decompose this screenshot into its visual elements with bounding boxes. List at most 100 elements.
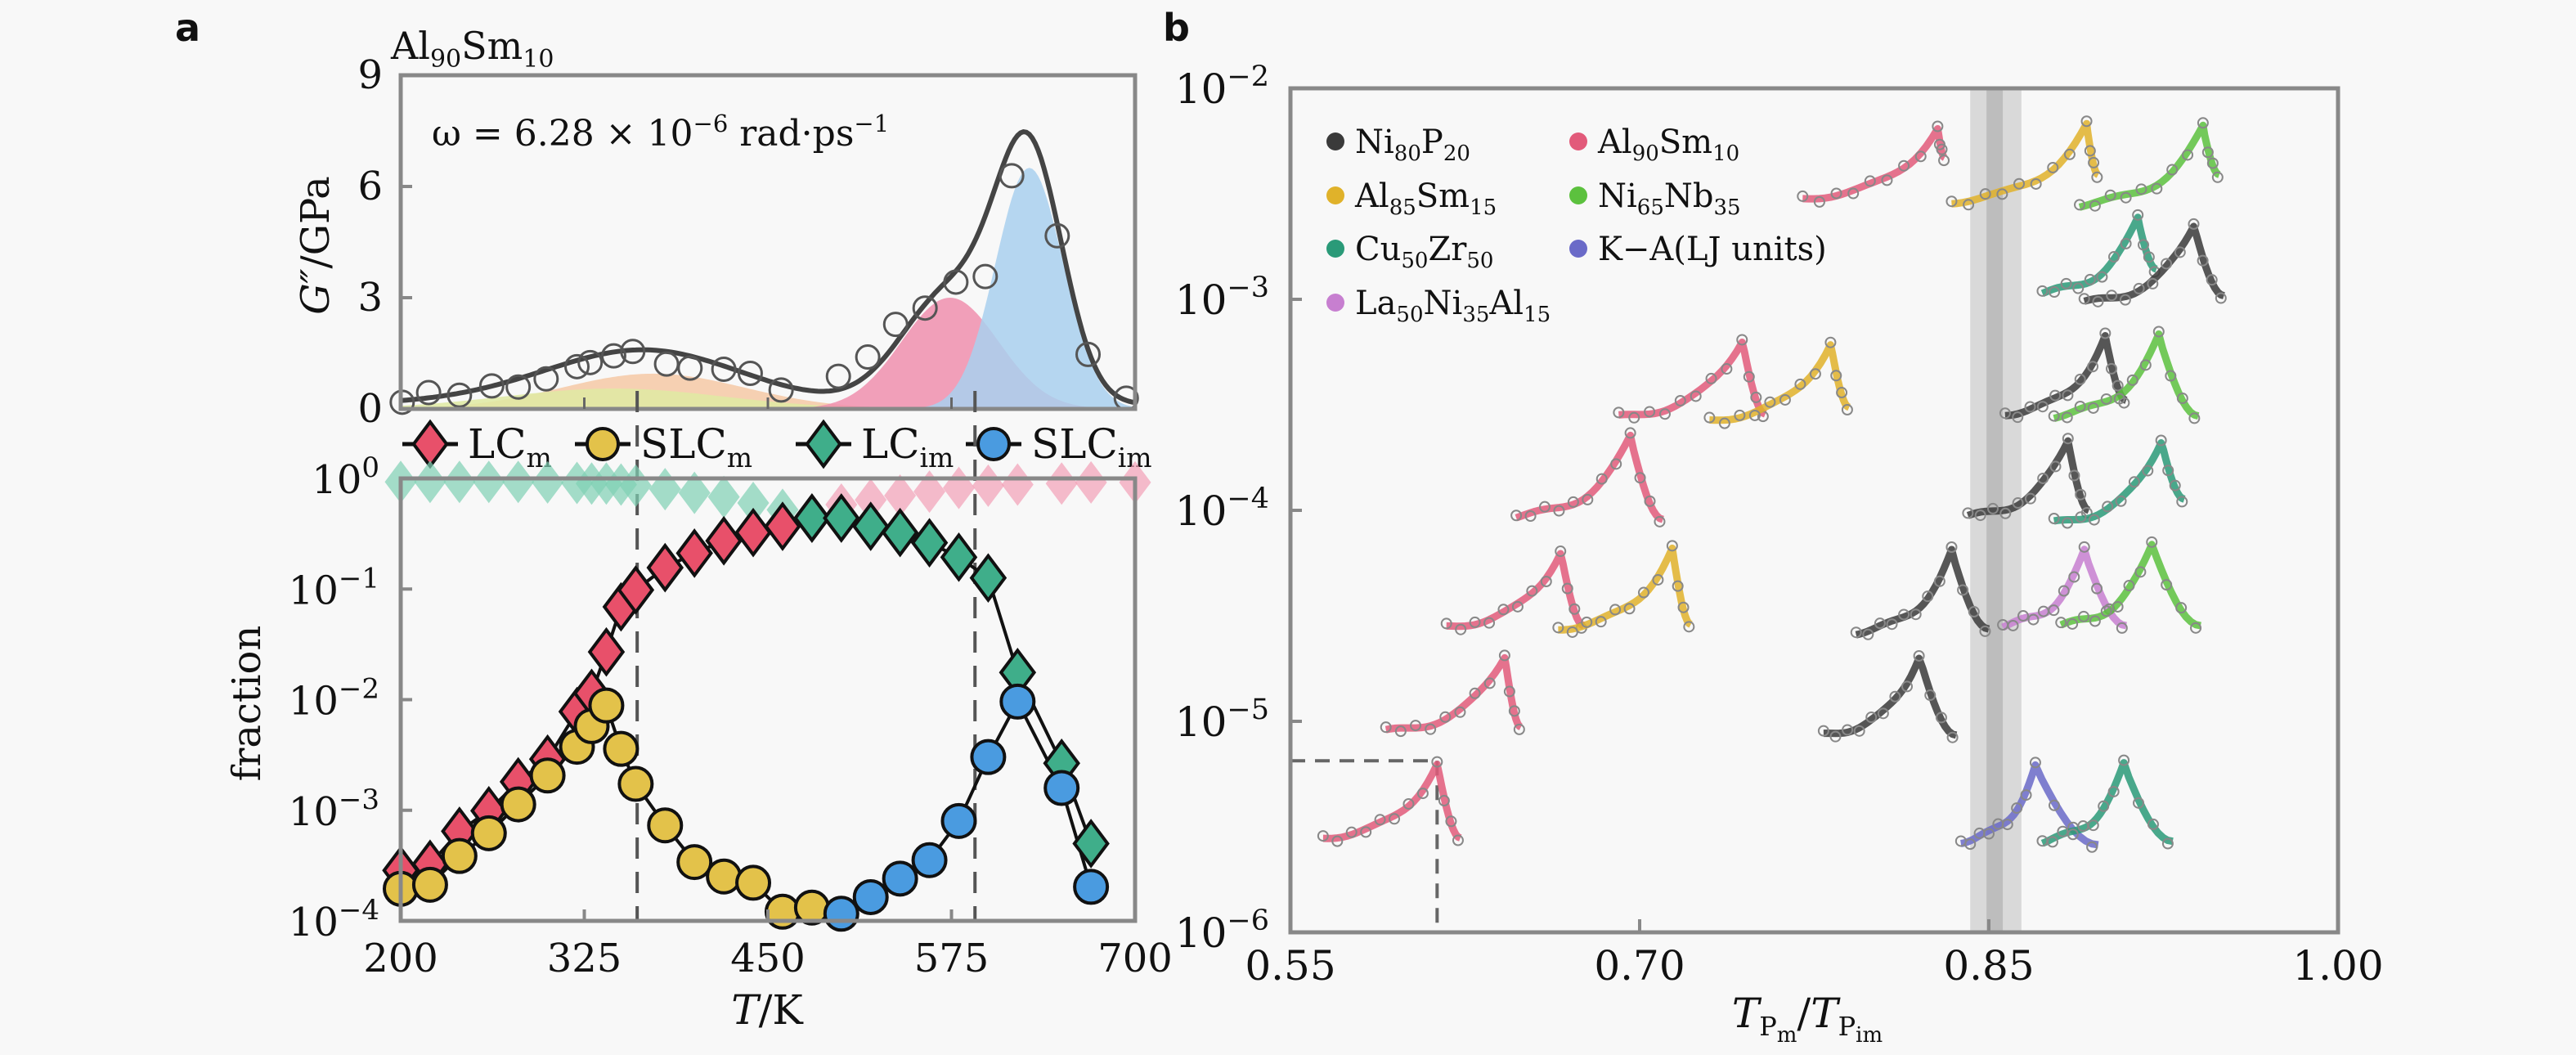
data-point — [2120, 191, 2132, 204]
data-point — [2139, 359, 2152, 371]
data-point — [2049, 389, 2062, 402]
data-point — [577, 349, 604, 375]
data-point — [1705, 372, 1717, 384]
data-point — [2078, 293, 2090, 305]
data-point — [2106, 362, 2118, 375]
data-point — [2012, 411, 2024, 424]
x-tick-label: 0.70 — [1594, 942, 1685, 990]
data-point — [1483, 677, 1496, 689]
data-point — [1877, 707, 1889, 720]
data-point — [1508, 705, 1520, 717]
circle-marker — [470, 815, 507, 851]
data-point — [1830, 370, 1842, 382]
data-point — [1469, 687, 1481, 699]
diamond-marker — [851, 501, 890, 551]
data-point — [2061, 411, 2073, 424]
y-tick-label: 10−5 — [1175, 694, 1269, 746]
data-point — [2074, 373, 2086, 385]
data-point — [1841, 403, 1853, 415]
data-point — [2078, 610, 2090, 622]
data-point — [2084, 273, 2096, 285]
y-tick-label: 10−4 — [289, 894, 379, 945]
data-point — [1410, 720, 1422, 732]
circle-marker — [999, 683, 1036, 720]
diamond-marker — [910, 518, 949, 568]
data-point — [1914, 150, 1927, 163]
data-point — [2055, 617, 2067, 629]
data-point — [2036, 401, 2049, 413]
fit-line — [1558, 544, 1693, 634]
legend-label: K−A(LJ units) — [1598, 231, 1827, 268]
data-point — [677, 355, 703, 381]
markers-slcm — [383, 687, 830, 930]
data-point — [1561, 582, 1573, 595]
data-point — [1936, 143, 1948, 155]
fit-line — [2040, 213, 2159, 297]
data-point — [2027, 613, 2040, 626]
curve-al90sm10 — [1797, 120, 1950, 208]
diamond-marker — [414, 460, 447, 504]
circle-marker — [735, 864, 772, 901]
curve-ni80p20 — [2078, 218, 2227, 308]
data-point — [2206, 157, 2219, 169]
data-point — [2068, 469, 2080, 482]
curve-al85sm15 — [1552, 540, 1695, 638]
data-point — [2084, 145, 2096, 157]
data-point — [1983, 828, 1995, 840]
legend-label: Ni65​Nb35​ — [1598, 177, 1741, 220]
fit-line — [1823, 654, 1958, 739]
data-point — [1979, 625, 1991, 637]
diamond-marker — [678, 471, 711, 514]
data-point — [1044, 222, 1070, 249]
data-point — [1552, 622, 1564, 634]
circle-marker — [676, 844, 713, 881]
x-tick-label: 1.00 — [2292, 942, 2383, 990]
data-point — [2099, 327, 2112, 339]
data-point — [1075, 341, 1102, 367]
data-point — [2161, 579, 2173, 591]
legend-label: Ni80​P20​ — [1355, 123, 1470, 166]
curve-cu50zr50 — [2036, 754, 2174, 850]
fit-line — [2083, 222, 2225, 305]
data-point — [415, 379, 442, 406]
data-point — [1439, 711, 1452, 723]
data-point — [1968, 606, 1980, 618]
data-point — [1946, 731, 1959, 743]
data-point — [1932, 120, 1944, 132]
data-point — [1813, 195, 1825, 208]
data-point — [1666, 540, 1678, 552]
data-point — [505, 374, 532, 400]
data-point — [737, 360, 763, 386]
data-point — [2165, 370, 2177, 382]
data-point — [1345, 826, 1358, 838]
data-point — [1874, 617, 1886, 630]
data-point — [2072, 282, 2085, 294]
data-point — [1637, 586, 1649, 599]
circle-marker — [603, 730, 640, 767]
legend-label: Cu50​Zr50​ — [1355, 231, 1493, 273]
diamond-marker — [972, 464, 1004, 507]
data-point — [2089, 200, 2101, 212]
legend-label: LCim​ — [861, 420, 954, 474]
data-point — [1402, 797, 1415, 810]
data-point — [1779, 393, 1791, 406]
diamond-marker — [1045, 462, 1078, 505]
data-point — [2162, 465, 2174, 477]
data-point — [2155, 434, 2167, 447]
data-point — [2062, 389, 2074, 402]
data-point — [1380, 721, 1392, 734]
circle-marker — [1043, 770, 1080, 806]
diamond-marker — [705, 515, 743, 566]
data-point — [1829, 730, 1842, 743]
x-tick-label: 0.55 — [1245, 942, 1335, 990]
fit-line — [1322, 761, 1462, 842]
data-point — [2197, 117, 2209, 129]
data-point — [1910, 608, 1922, 621]
data-point — [2206, 274, 2218, 286]
data-point — [1431, 756, 1443, 768]
data-point — [2128, 476, 2140, 488]
axes: 0 3 6 9 — [357, 52, 1138, 432]
data-point — [2087, 819, 2099, 832]
diamond-marker — [940, 532, 978, 582]
